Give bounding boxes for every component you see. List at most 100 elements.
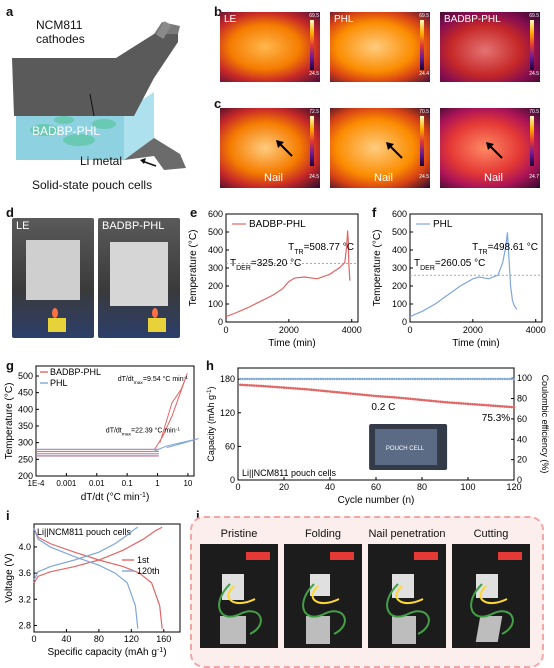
x-tick-label: 0 [407,325,412,335]
capacity-point [310,388,313,392]
y2-tick-label: 60 [517,414,527,424]
caption-solid-state-pouch: Solid-state pouch cells [32,178,153,192]
ce-point [443,377,447,381]
ce-point [455,377,458,381]
capacity-point [271,385,274,389]
capacity-point [319,389,323,392]
ce-point [252,377,256,381]
capacity-point [413,397,417,401]
capacity-point [379,395,382,398]
y-tick-label: 400 [208,245,223,255]
photo-pristine [200,544,278,648]
ce-point [487,377,490,381]
ce-point [349,377,352,381]
ce-point [466,377,470,381]
x-tick-label: 2000 [279,325,299,335]
ce-point [441,377,444,381]
capacity-point [351,392,355,396]
chart-e-temperature-badbp: 0 100 200 300 400 500 600 0 2000 4000 Time (min) Te… [188,209,362,349]
capacity-point [432,399,435,403]
capacity-point [289,386,293,390]
ce-point [328,377,332,381]
ce-point [409,377,412,381]
chart-title: Li||NCM811 pouch cells [37,527,132,537]
ce-point [278,377,281,381]
y-tick-label: 200 [392,281,407,291]
capacity-point [321,389,325,393]
panel-letter-g: g [6,358,14,373]
ce-point [365,377,368,381]
capacity-point [510,405,513,409]
capacity-point [257,384,260,388]
x-tick-label: 20 [279,482,289,492]
capacity-point [400,396,403,400]
ce-point [496,377,500,381]
legend-label: 1st [137,555,150,565]
ce-point [411,377,414,381]
ce-point [321,377,325,381]
capacity-point [301,387,304,391]
ce-point [480,377,483,381]
capacity-point [446,401,449,404]
y-tick-label: 600 [208,209,223,219]
capacity-point [383,395,387,398]
capacity-point [342,391,346,395]
ce-point [489,377,493,381]
ce-point [287,377,290,381]
ce-point [285,377,288,381]
capacity-point [303,387,306,391]
annotation-badbp-max: dT/dtmax=9.54 °C min-1 [118,375,189,386]
ce-point [469,377,472,381]
label-li-metal: Li metal [80,154,123,168]
capacity-point [487,404,491,407]
capacity-point [282,386,286,389]
capacity-point [259,384,263,388]
thermal-image-phl: PHL 69.5 24.4 [330,12,430,82]
capacity-point [324,389,327,393]
ce-point [439,377,442,381]
cell-annotation: Li||NCM811 pouch cells [242,468,337,478]
capacity-point [360,393,364,396]
capacity-point [439,400,442,404]
x-tick-label: 40 [325,482,335,492]
capacity-point [501,405,504,408]
nail-label: Nail [264,172,283,184]
panel-letter-e: e [190,205,198,220]
photo-badbp-phl-cell: BADBP-PHL [98,218,180,338]
capacity-point [243,383,247,387]
ce-point [402,377,405,381]
plot-frame [33,523,181,633]
capacity-point [478,403,481,406]
discharge-curve [33,528,139,629]
capacity-point [390,395,394,399]
capacity-point [252,384,256,387]
capacity-point [255,384,258,387]
ce-point [243,377,247,381]
ce-point [312,377,316,381]
ce-point [301,377,304,381]
capacity-point [308,388,311,391]
x-tick-label: 0.001 [56,479,77,488]
ce-point [448,377,451,381]
panel-letter-c: c [214,96,222,111]
ce-point [333,377,336,381]
photo-label: BADBP-PHL [102,220,165,232]
y-tick-label: 450 [18,388,33,398]
legend-label: 120th [137,566,160,576]
ce-point [404,377,408,381]
capacity-point [455,401,458,405]
capacity-point [275,385,279,389]
capacity-point [416,398,419,401]
ce-point [374,377,378,381]
x-tick-label: 100 [460,482,475,492]
capacity-point [429,399,433,403]
capacity-point [512,405,516,409]
ce-point [338,377,341,381]
thermal-label: BADBP-PHL [444,14,501,25]
x-tick-label: 80 [417,482,427,492]
ce-point [400,377,403,381]
y2-tick-label: 0 [517,475,522,485]
panel-letter-b: b [214,4,222,19]
capacity-point [312,388,316,392]
panel-letter-j: j [196,508,200,523]
